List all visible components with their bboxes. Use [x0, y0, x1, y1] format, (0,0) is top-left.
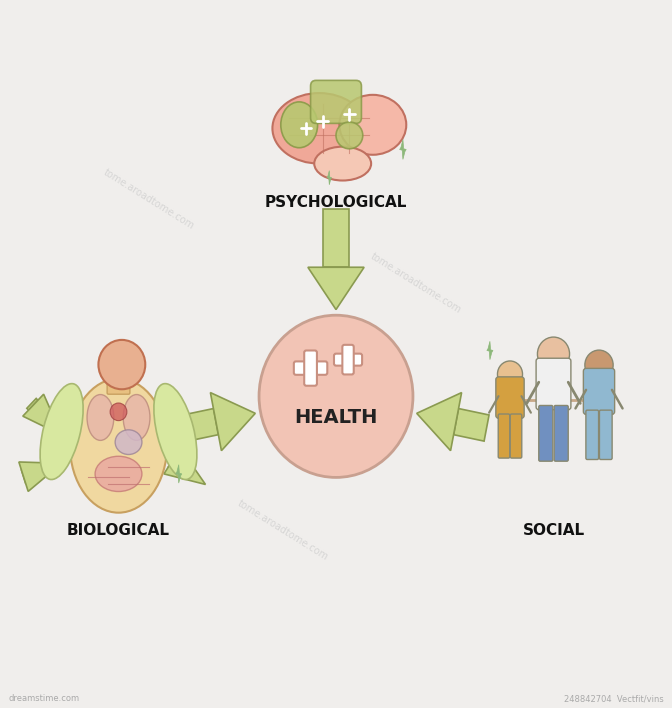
FancyBboxPatch shape [334, 354, 362, 365]
Text: tome.aroadtome.com: tome.aroadtome.com [369, 251, 464, 316]
Ellipse shape [336, 122, 363, 149]
Polygon shape [210, 392, 255, 451]
Polygon shape [454, 409, 489, 441]
FancyBboxPatch shape [510, 414, 521, 458]
FancyBboxPatch shape [107, 365, 130, 394]
FancyBboxPatch shape [536, 358, 571, 410]
Ellipse shape [87, 394, 114, 440]
Ellipse shape [115, 430, 142, 455]
Ellipse shape [339, 95, 407, 155]
Text: dreamstime.com: dreamstime.com [8, 694, 79, 703]
FancyBboxPatch shape [342, 345, 353, 375]
Polygon shape [169, 455, 179, 469]
Text: 248842704  Vectfit/vins: 248842704 Vectfit/vins [564, 694, 664, 703]
Polygon shape [323, 210, 349, 267]
Ellipse shape [40, 384, 83, 479]
FancyBboxPatch shape [498, 414, 510, 458]
FancyBboxPatch shape [554, 406, 569, 461]
Polygon shape [23, 394, 62, 435]
Polygon shape [308, 267, 364, 309]
Polygon shape [19, 462, 62, 491]
Text: BIOLOGICAL: BIOLOGICAL [67, 523, 170, 538]
FancyBboxPatch shape [539, 406, 553, 461]
Ellipse shape [281, 102, 318, 148]
Ellipse shape [154, 384, 197, 479]
Text: HEALTH: HEALTH [294, 408, 378, 427]
Polygon shape [27, 399, 38, 410]
FancyBboxPatch shape [583, 368, 615, 414]
Circle shape [259, 315, 413, 477]
Ellipse shape [585, 350, 613, 380]
FancyBboxPatch shape [304, 350, 317, 386]
Ellipse shape [98, 340, 145, 389]
Polygon shape [164, 448, 206, 484]
Text: SOCIAL: SOCIAL [522, 523, 585, 538]
Ellipse shape [123, 394, 150, 440]
Ellipse shape [95, 456, 142, 491]
Polygon shape [400, 139, 406, 159]
FancyBboxPatch shape [586, 410, 599, 459]
Text: tome.aroadtome.com: tome.aroadtome.com [235, 498, 330, 562]
Ellipse shape [538, 337, 570, 371]
Ellipse shape [497, 361, 523, 387]
Polygon shape [417, 392, 462, 451]
Polygon shape [327, 171, 332, 185]
Ellipse shape [272, 93, 366, 164]
FancyBboxPatch shape [599, 410, 612, 459]
Ellipse shape [314, 147, 371, 181]
Polygon shape [22, 467, 34, 484]
Ellipse shape [70, 379, 167, 513]
Text: PSYCHOLOGICAL: PSYCHOLOGICAL [265, 195, 407, 210]
FancyBboxPatch shape [294, 361, 327, 375]
Polygon shape [175, 464, 182, 483]
Polygon shape [183, 409, 218, 441]
Ellipse shape [110, 403, 127, 421]
FancyBboxPatch shape [310, 81, 362, 123]
Polygon shape [487, 341, 493, 360]
Text: tome.aroadtome.com: tome.aroadtome.com [101, 167, 196, 231]
FancyBboxPatch shape [496, 377, 524, 418]
